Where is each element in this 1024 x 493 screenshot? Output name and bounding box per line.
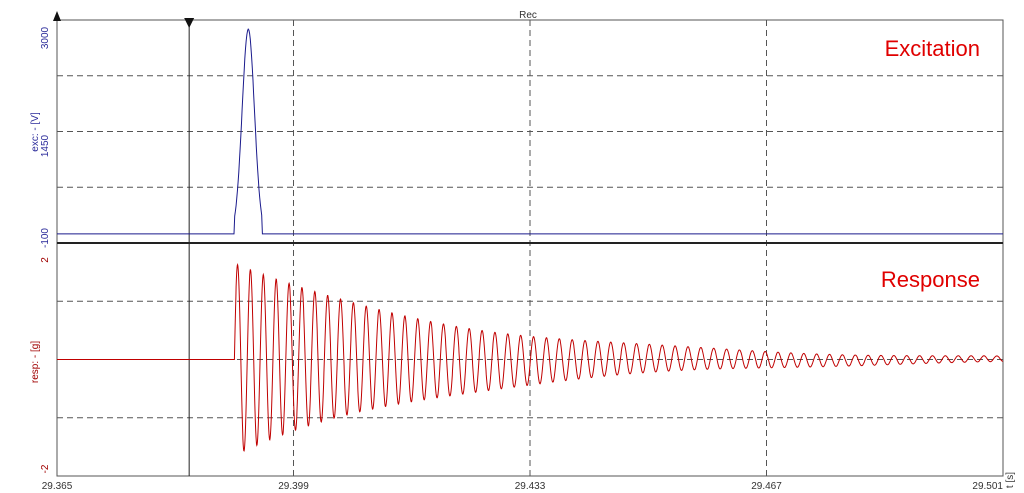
- chart-title: Rec: [519, 10, 537, 21]
- x-axis-label: t [s]: [1005, 472, 1016, 488]
- overlay-label-excitation: Excitation: [885, 36, 980, 61]
- x-tick-label: 29.365: [42, 481, 73, 492]
- y-axis-arrow-icon: [53, 11, 61, 21]
- grid: [57, 20, 1003, 476]
- y-tick-label: 1450: [40, 134, 51, 157]
- series-line-excitation: [57, 28, 1003, 235]
- labels-layer: 29.365 29.399 29.433 29.467 29.501 t [s] 3000 1…: [30, 26, 1016, 492]
- y-tick-label: 3000: [40, 26, 51, 49]
- y-tick-label: -100: [40, 228, 51, 248]
- overlay-label-response: Response: [881, 267, 980, 292]
- series-layer: [57, 28, 1004, 452]
- x-tick-label: 29.399: [278, 481, 309, 492]
- y-axis-label: resp: - [g]: [30, 341, 41, 383]
- x-tick-label: 29.501: [972, 481, 1003, 492]
- cursor-marker-icon[interactable]: [184, 18, 195, 28]
- x-tick-label: 29.433: [515, 481, 546, 492]
- y-axis-label: exc: - [V]: [30, 112, 41, 152]
- y-tick-label: 2: [40, 257, 51, 263]
- series-line-response: [57, 263, 1004, 452]
- x-tick-label: 29.467: [751, 481, 782, 492]
- y-tick-label: -2: [40, 464, 51, 473]
- plot-frame: [56, 19, 1004, 477]
- axes: [53, 11, 1004, 477]
